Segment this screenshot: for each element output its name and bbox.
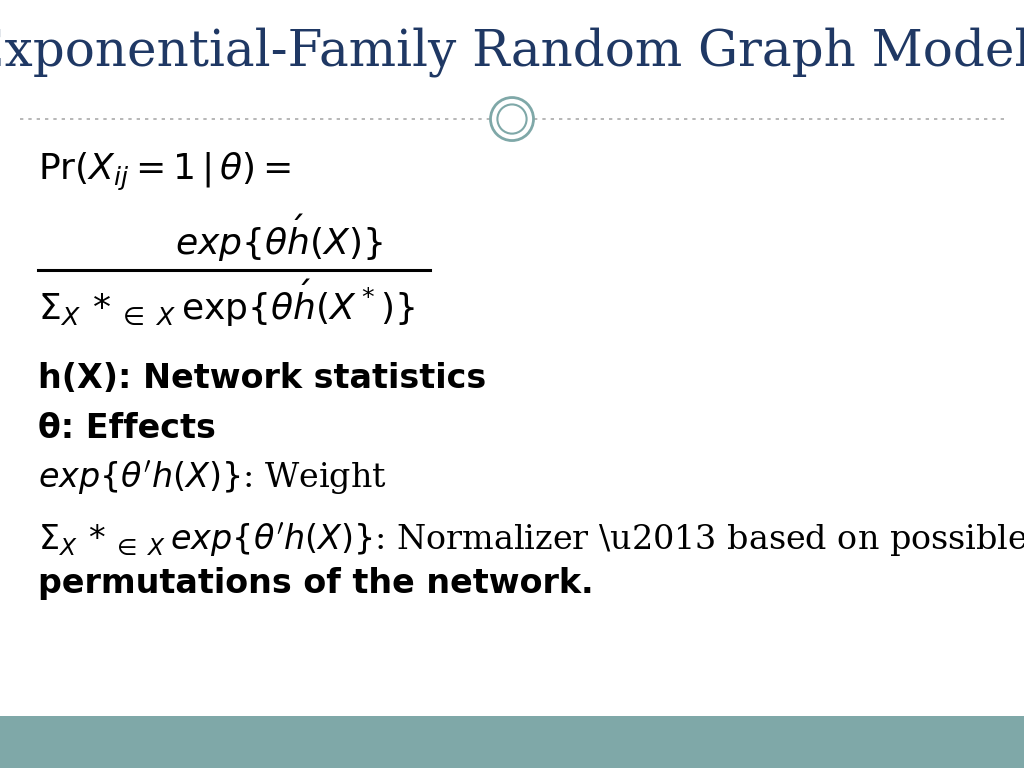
Text: $\Sigma_{X}\,*_{\in}\,_{X}\,\mathrm{exp}\{\theta\'h(X^*)\}$: $\Sigma_{X}\,*_{\in}\,_{X}\,\mathrm{exp}… — [38, 277, 415, 329]
Text: $\Sigma_{X}\,*_{\in}\,_{X}\,\mathit{exp}\{\theta'h(X)\}$: Normalizer \u2013 base: $\Sigma_{X}\,*_{\in}\,_{X}\,\mathit{exp}… — [38, 521, 1024, 559]
Bar — [0, 716, 1024, 768]
Text: h(X): Network statistics: h(X): Network statistics — [38, 362, 486, 395]
Text: $\mathrm{Pr}(X_{ij} = 1\,|\,\theta) =$: $\mathrm{Pr}(X_{ij} = 1\,|\,\theta) =$ — [38, 151, 292, 193]
Text: $\mathit{exp}\{\theta'h(X)\}$: Weight: $\mathit{exp}\{\theta'h(X)\}$: Weight — [38, 459, 387, 497]
Text: $\mathit{exp}\{\theta\'h(X)\}$: $\mathit{exp}\{\theta\'h(X)\}$ — [175, 213, 383, 263]
Text: θ: Effects: θ: Effects — [38, 412, 216, 445]
Text: permutations of the network.: permutations of the network. — [38, 567, 594, 600]
Text: Exponential-Family Random Graph Models: Exponential-Family Random Graph Models — [0, 27, 1024, 77]
